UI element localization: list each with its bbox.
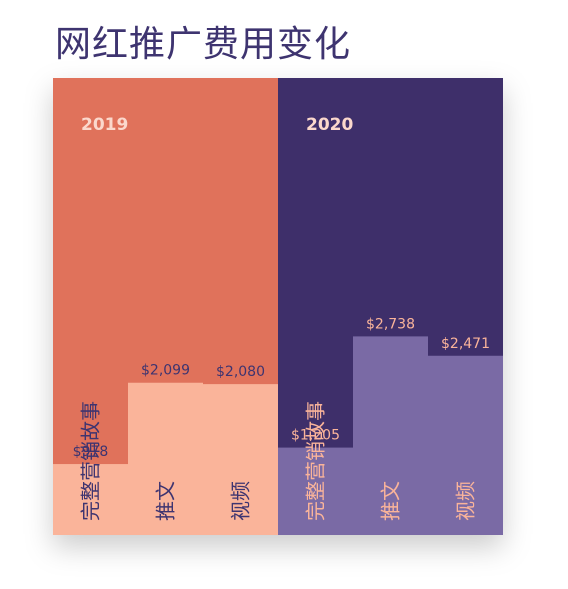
bar-2019-1 <box>128 382 203 535</box>
bar-2019-0 <box>53 464 128 535</box>
category-label-2020-1: 推文 <box>379 481 403 521</box>
bar-2020-1 <box>353 336 428 535</box>
value-label-2020-0: $1,205 <box>291 428 340 444</box>
bar-2020-2 <box>428 355 503 535</box>
bar-2020-0 <box>278 447 353 535</box>
year-label-2019: 2019 <box>81 115 128 135</box>
category-label-2020-0: 完整营销故事 <box>304 401 328 521</box>
category-label-2020-2: 视频 <box>454 481 478 521</box>
value-label-2019-0: $978 <box>73 444 109 460</box>
year-label-2020: 2020 <box>306 115 353 135</box>
category-label-2019-2: 视频 <box>229 481 253 521</box>
category-label-2019-0: 完整营销故事 <box>79 401 103 521</box>
value-label-2020-2: $2,471 <box>441 336 490 352</box>
chart-title: 网红推广费用变化 <box>55 24 352 65</box>
value-label-2020-1: $2,738 <box>366 316 415 332</box>
value-label-2019-1: $2,099 <box>141 363 190 379</box>
value-label-2019-2: $2,080 <box>216 364 265 380</box>
bar-2019-2 <box>203 384 278 535</box>
category-label-2019-1: 推文 <box>154 481 178 521</box>
